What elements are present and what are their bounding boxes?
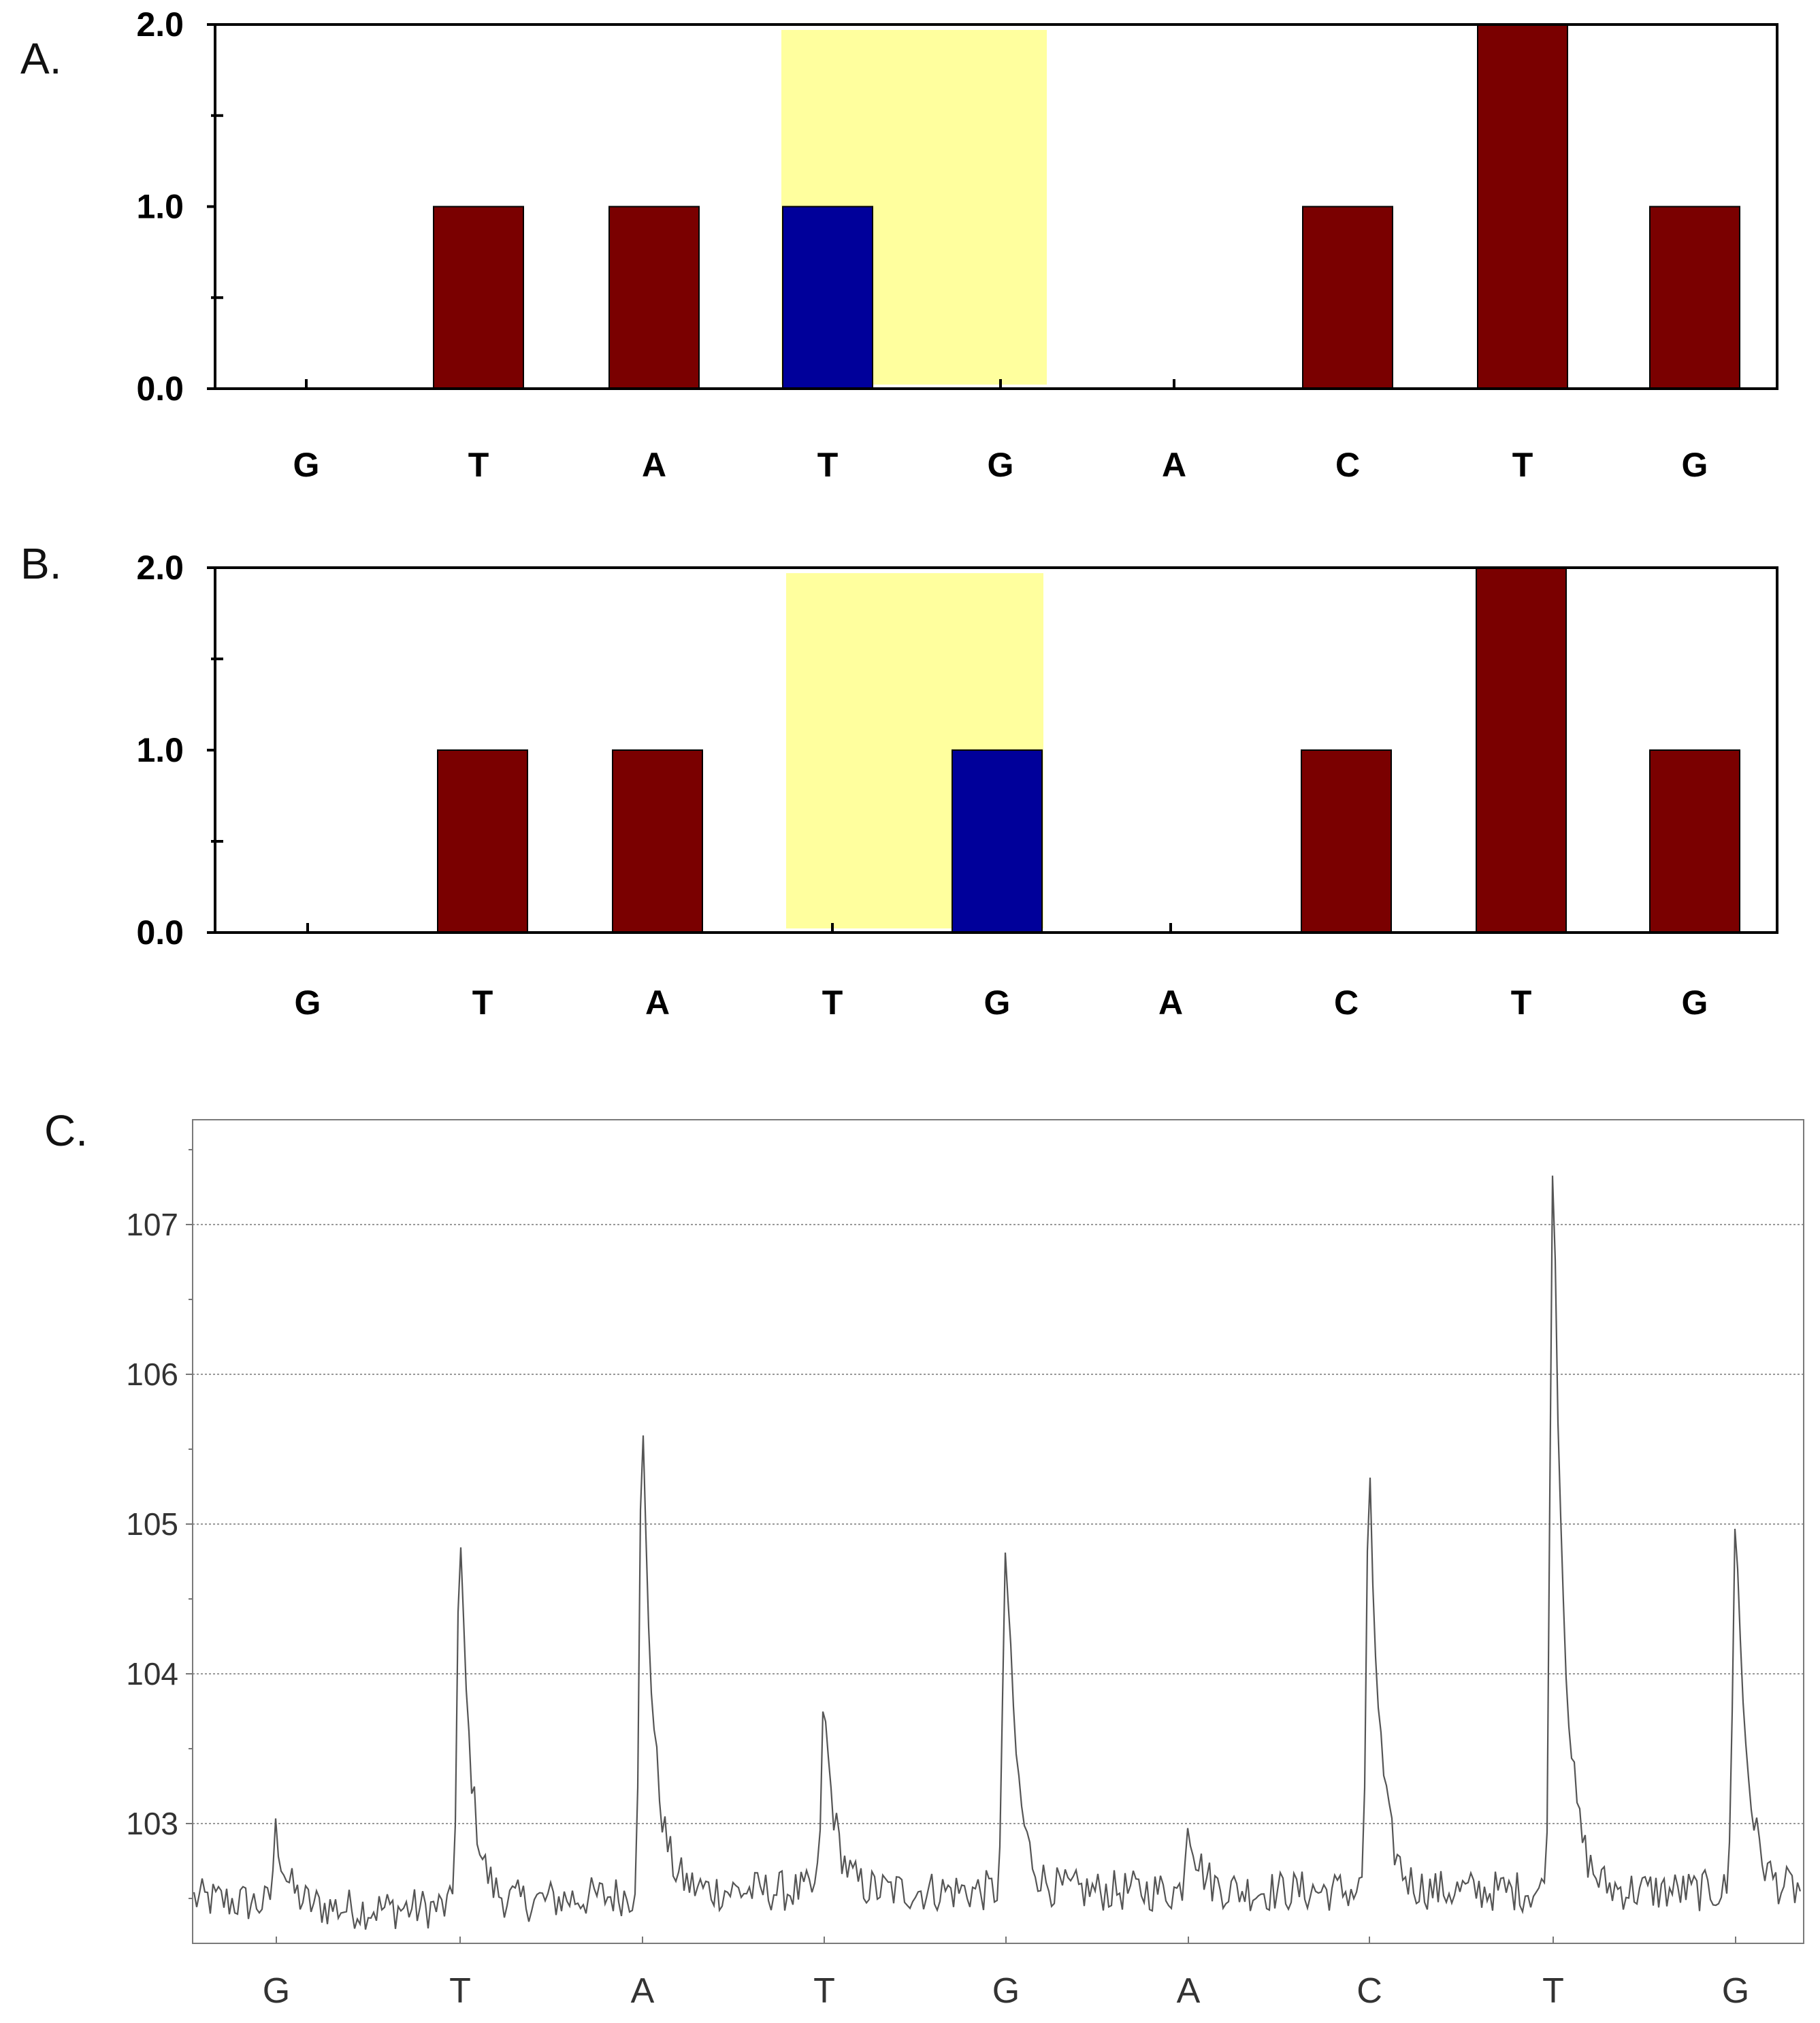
x-tick-label-c-7: C <box>1356 1971 1382 2011</box>
x-tick-label-a-6: A <box>1162 446 1186 484</box>
panel-a-bar-chart: 0.0 1.0 2.0 G T A T G A C T G <box>136 5 1778 484</box>
x-tick-label-g-5: G <box>984 984 1011 1022</box>
panel-c-gridlines <box>193 1224 1804 1824</box>
y-tick-label: 0.0 <box>136 370 184 408</box>
x-tick-label-g-5: G <box>992 1971 1020 2011</box>
x-tick-label-g-9: G <box>1682 984 1708 1022</box>
x-tick-label-c-7: C <box>1335 446 1360 484</box>
x-tick-label-t-2: T <box>472 984 493 1022</box>
x-tick-label-c-7: C <box>1334 984 1359 1022</box>
y-tick-label: 2.0 <box>136 5 184 44</box>
x-tick-label-g-9: G <box>1722 1971 1749 2011</box>
x-tick-label-g-9: G <box>1682 446 1708 484</box>
y-tick-label-105: 105 <box>126 1506 178 1542</box>
y-tick-label: 0.0 <box>136 913 184 952</box>
y-tick-label-103: 103 <box>126 1806 178 1841</box>
panel-c-plot-frame <box>192 1119 1804 1944</box>
panel-a-y-axis: 0.0 1.0 2.0 <box>136 5 223 408</box>
x-tick-label-t-8: T <box>1512 446 1533 484</box>
panel-a-label: A. <box>20 34 61 83</box>
x-tick-label-a-6: A <box>1177 1971 1201 2011</box>
panel-a-bars <box>433 24 1740 389</box>
x-tick-label-a-6: A <box>1158 984 1183 1022</box>
y-tick-label-104: 104 <box>126 1656 178 1692</box>
y-tick-label: 2.0 <box>136 549 184 587</box>
y-tick-label: 1.0 <box>136 188 184 226</box>
x-tick-label-a-3: A <box>645 984 670 1022</box>
panel-b-y-axis: 0.0 1.0 2.0 <box>136 549 223 952</box>
bar-t-2 <box>433 206 524 389</box>
panel-b-bar-chart: 0.0 1.0 2.0 G T A T G A C T G <box>136 549 1778 1022</box>
x-tick-label-t-8: T <box>1511 984 1532 1022</box>
panel-c-pyrogram: 103 104 105 106 107 G T A T G A C T G <box>126 1119 1804 2011</box>
y-tick-label-106: 106 <box>126 1357 178 1392</box>
x-tick-label-g-1: G <box>263 1971 290 2011</box>
bar-g-9 <box>1649 206 1740 389</box>
x-tick-label-t-8: T <box>1542 1971 1564 2011</box>
bar-t-2 <box>437 749 528 933</box>
panel-c-label: C. <box>44 1106 88 1155</box>
bar-c-7 <box>1301 749 1392 933</box>
bar-t-8 <box>1476 567 1567 933</box>
x-tick-label-t-2: T <box>449 1971 471 2011</box>
bar-g-9 <box>1649 749 1740 933</box>
panel-c-signal-trace <box>193 1176 1802 1930</box>
panel-b-label: B. <box>20 539 61 588</box>
bar-a-3 <box>612 749 703 933</box>
x-tick-label-t-4: T <box>822 984 843 1022</box>
y-tick-label: 1.0 <box>136 731 184 769</box>
bar-t-4 <box>782 206 873 389</box>
x-tick-label-t-4: T <box>817 446 839 484</box>
bar-g-5 <box>952 749 1043 933</box>
x-tick-label-t-4: T <box>813 1971 835 2011</box>
x-tick-label-a-3: A <box>631 1971 655 2011</box>
y-tick-label-107: 107 <box>126 1207 178 1242</box>
x-tick-label-g-1: G <box>295 984 321 1022</box>
panel-c-y-axis: 103 104 105 106 107 <box>126 1149 193 1899</box>
x-tick-label-t-2: T <box>468 446 489 484</box>
x-tick-label-g-1: G <box>293 446 320 484</box>
panel-b-bars <box>437 567 1740 933</box>
bar-t-8 <box>1477 24 1568 389</box>
bar-a-3 <box>608 206 700 389</box>
bar-c-7 <box>1302 206 1393 389</box>
x-tick-label-a-3: A <box>642 446 666 484</box>
x-tick-label-g-5: G <box>988 446 1014 484</box>
